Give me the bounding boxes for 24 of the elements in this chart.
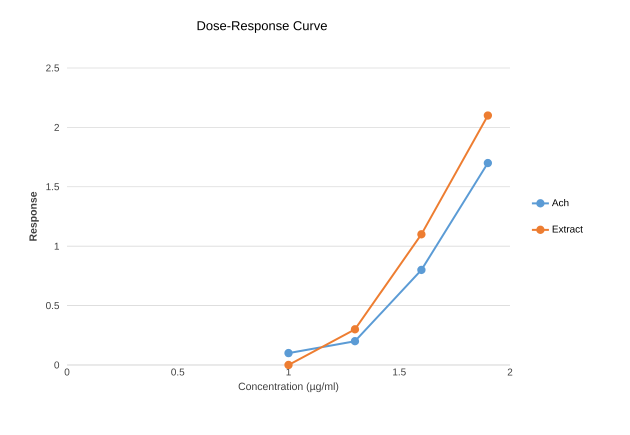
chart-title: Dose-Response Curve xyxy=(198,21,327,33)
y-tick-label: 1 xyxy=(54,242,60,250)
x-tick-label: 1 xyxy=(286,368,291,376)
y-axis-title: Response xyxy=(29,192,39,241)
point xyxy=(417,266,426,274)
point xyxy=(350,325,360,334)
point xyxy=(284,360,293,370)
y-tick-label: 2.5 xyxy=(46,64,60,72)
legend-label: Ach xyxy=(552,198,568,206)
x-tick-label: 2 xyxy=(508,368,512,376)
legend-label: Extract xyxy=(552,226,583,233)
point xyxy=(417,230,426,238)
point xyxy=(484,111,492,120)
x-tick-label: 0 xyxy=(64,368,70,376)
point xyxy=(284,348,293,358)
y-tick-label: 2 xyxy=(54,124,59,131)
y-tick-label: 0.5 xyxy=(46,302,60,310)
y-tick-label: 1.5 xyxy=(46,183,60,190)
point xyxy=(484,158,492,168)
point xyxy=(350,337,360,346)
x-tick-label: 1.5 xyxy=(393,368,406,376)
y-tick-label: 0 xyxy=(54,361,60,369)
x-axis-title: Concentration (µg/ml) xyxy=(238,382,338,392)
x-tick-label: 0.5 xyxy=(171,368,184,376)
